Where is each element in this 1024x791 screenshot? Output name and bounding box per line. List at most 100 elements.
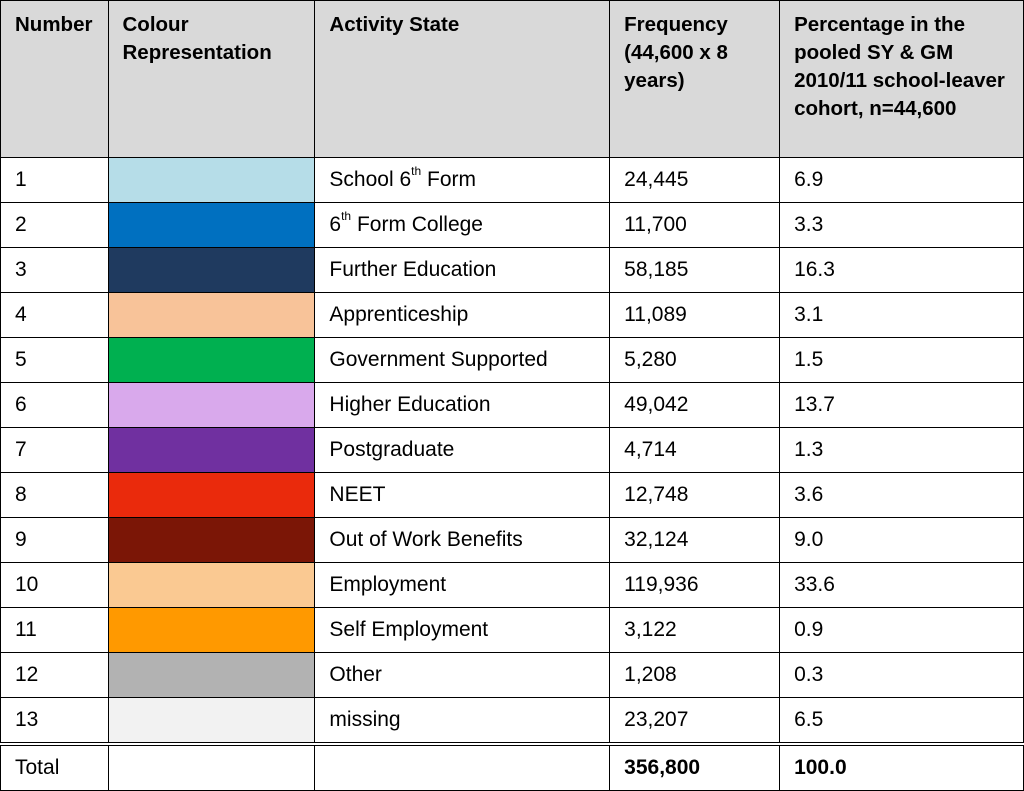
percentage: 13.7	[779, 382, 1024, 428]
total-label: Total	[0, 742, 109, 791]
header-activity: Activity State	[314, 0, 611, 158]
row-number: 13	[0, 697, 109, 745]
colour-swatch	[108, 608, 315, 652]
row-number: 3	[0, 247, 109, 293]
frequency: 49,042	[609, 382, 781, 428]
colour-swatch-cell	[107, 652, 316, 698]
frequency: 58,185	[609, 247, 781, 293]
colour-swatch-cell	[107, 202, 316, 248]
row-number: 8	[0, 472, 109, 518]
colour-swatch	[108, 653, 315, 697]
row-number: 1	[0, 157, 109, 203]
percentage: 1.5	[779, 337, 1024, 383]
colour-swatch	[108, 203, 315, 247]
frequency: 12,748	[609, 472, 781, 518]
header-percentage: Percentage in the pooled SY & GM 2010/11…	[779, 0, 1024, 158]
activity-state: Government Supported	[314, 337, 611, 383]
frequency: 32,124	[609, 517, 781, 563]
colour-swatch-cell	[107, 157, 316, 203]
table-row: 9 Out of Work Benefits 32,124 9.0	[0, 517, 1024, 563]
table-row: 10 Employment 119,936 33.6	[0, 562, 1024, 608]
activity-state: Further Education	[314, 247, 611, 293]
table-row: 13 missing 23,207 6.5	[0, 697, 1024, 745]
colour-swatch-cell	[107, 247, 316, 293]
percentage: 1.3	[779, 427, 1024, 473]
activity-state: 6th Form College	[314, 202, 611, 248]
table-row: 12 Other 1,208 0.3	[0, 652, 1024, 698]
table-row: 3 Further Education 58,185 16.3	[0, 247, 1024, 293]
table-row: 7 Postgraduate 4,714 1.3	[0, 427, 1024, 473]
row-number: 6	[0, 382, 109, 428]
row-number: 4	[0, 292, 109, 338]
total-percentage: 100.0	[779, 742, 1024, 791]
header-number: Number	[0, 0, 109, 158]
colour-swatch-cell	[107, 472, 316, 518]
colour-swatch	[108, 158, 315, 202]
colour-swatch	[108, 518, 315, 562]
colour-swatch-cell	[107, 292, 316, 338]
colour-swatch-cell	[107, 517, 316, 563]
row-number: 9	[0, 517, 109, 563]
activity-text-pre: 6	[329, 213, 342, 236]
activity-state: missing	[314, 697, 611, 745]
row-number: 12	[0, 652, 109, 698]
activity-text-pre: School 6	[329, 168, 412, 191]
activity-text-post: Form College	[351, 213, 483, 236]
total-row: Total 356,800 100.0	[0, 742, 1024, 791]
activity-state: Higher Education	[314, 382, 611, 428]
table-row: 11 Self Employment 3,122 0.9	[0, 607, 1024, 653]
percentage: 33.6	[779, 562, 1024, 608]
table-body: 1 School 6th Form 24,445 6.9 2 6th Form Colle…	[0, 157, 1024, 745]
percentage: 6.9	[779, 157, 1024, 203]
percentage: 3.3	[779, 202, 1024, 248]
colour-swatch	[108, 383, 315, 427]
activity-state: School 6th Form	[314, 157, 611, 203]
frequency: 1,208	[609, 652, 781, 698]
total-activity-empty	[314, 742, 611, 791]
row-number: 7	[0, 427, 109, 473]
colour-swatch	[108, 293, 315, 337]
percentage: 16.3	[779, 247, 1024, 293]
colour-swatch	[108, 473, 315, 517]
activity-state: Employment	[314, 562, 611, 608]
colour-swatch-cell	[107, 607, 316, 653]
frequency: 24,445	[609, 157, 781, 203]
row-number: 10	[0, 562, 109, 608]
percentage: 6.5	[779, 697, 1024, 745]
row-number: 2	[0, 202, 109, 248]
header-row: Number Colour Representation Activity St…	[0, 0, 1024, 158]
table-row: 1 School 6th Form 24,445 6.9	[0, 157, 1024, 203]
colour-swatch-cell	[107, 697, 316, 745]
row-number: 5	[0, 337, 109, 383]
frequency: 119,936	[609, 562, 781, 608]
activity-state: Other	[314, 652, 611, 698]
table-row: 5 Government Supported 5,280 1.5	[0, 337, 1024, 383]
frequency: 23,207	[609, 697, 781, 745]
activity-ordinal-suffix: th	[411, 164, 422, 178]
header-colour: Colour Representation	[107, 0, 316, 158]
table-row: 6 Higher Education 49,042 13.7	[0, 382, 1024, 428]
table-row: 4 Apprenticeship 11,089 3.1	[0, 292, 1024, 338]
colour-swatch-cell	[107, 562, 316, 608]
table-row: 8 NEET 12,748 3.6	[0, 472, 1024, 518]
activity-text-post: Form	[421, 168, 476, 191]
percentage: 0.3	[779, 652, 1024, 698]
total-frequency: 356,800	[609, 742, 781, 791]
percentage: 0.9	[779, 607, 1024, 653]
colour-swatch-cell	[107, 382, 316, 428]
frequency: 3,122	[609, 607, 781, 653]
activity-state: Apprenticeship	[314, 292, 611, 338]
colour-swatch-cell	[107, 427, 316, 473]
frequency: 11,089	[609, 292, 781, 338]
total-colour-empty	[107, 742, 316, 791]
colour-swatch	[108, 563, 315, 607]
activity-ordinal-suffix: th	[341, 209, 352, 223]
frequency: 5,280	[609, 337, 781, 383]
activity-state: Self Employment	[314, 607, 611, 653]
percentage: 9.0	[779, 517, 1024, 563]
activity-state: Postgraduate	[314, 427, 611, 473]
header-frequency: Frequency (44,600 x 8 years)	[609, 0, 781, 158]
activity-state: NEET	[314, 472, 611, 518]
